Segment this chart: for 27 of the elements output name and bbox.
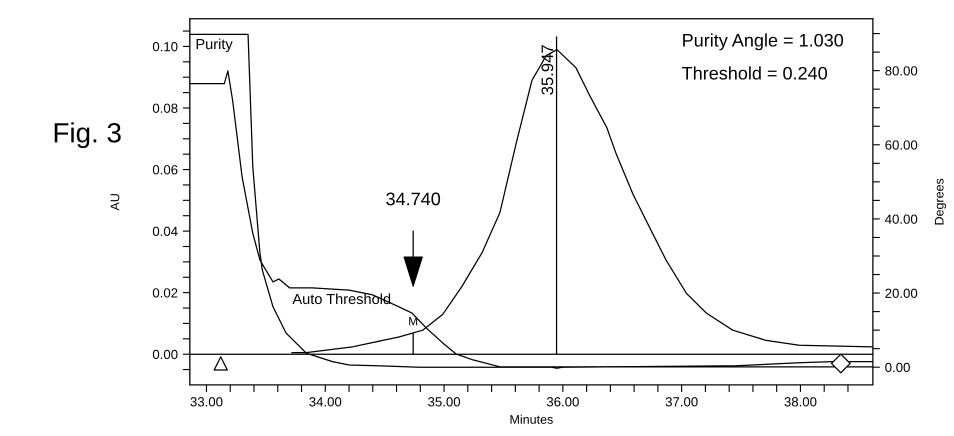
x-tick-label: 36.00 <box>546 397 579 406</box>
y2-tick-label: 0.00 <box>885 362 910 372</box>
y2-tick-label: 60.00 <box>885 140 918 150</box>
y-tick-label: 0.00 <box>152 350 178 360</box>
series-label: Purity <box>196 38 233 52</box>
x-tick-label: 35.00 <box>428 397 460 406</box>
x-tick-label: 38.00 <box>784 397 816 406</box>
y2-tick-label: 20.00 <box>885 288 918 298</box>
y-tick-label: 0.10 <box>152 42 178 52</box>
y-tick-label: 0.08 <box>152 104 178 113</box>
annotation: Threshold = 0.240 <box>682 66 827 80</box>
annotation: Purity Angle = 1.030 <box>683 33 844 50</box>
x-tick-label: 37.00 <box>666 397 698 406</box>
x-axis-title: Minutes <box>510 414 553 424</box>
y2-tick-label: 80.00 <box>885 66 918 76</box>
y-axis-title: AU <box>110 194 120 211</box>
caption: Fig. 3 <box>54 122 121 148</box>
x-tick-label: 34.00 <box>309 397 342 406</box>
y2-axis-title: Degrees <box>934 178 946 224</box>
y-tick-label: 0.04 <box>152 226 178 236</box>
ref-line-label: 35.947 <box>541 45 554 95</box>
y-tick-label: 0.06 <box>152 165 178 174</box>
annotation: 34.740 <box>386 192 440 206</box>
x-tick-label: 33.00 <box>190 397 222 406</box>
y2-tick-label: 40.00 <box>885 214 918 224</box>
annotation: M <box>409 317 418 326</box>
y-tick-label: 0.02 <box>152 288 178 298</box>
